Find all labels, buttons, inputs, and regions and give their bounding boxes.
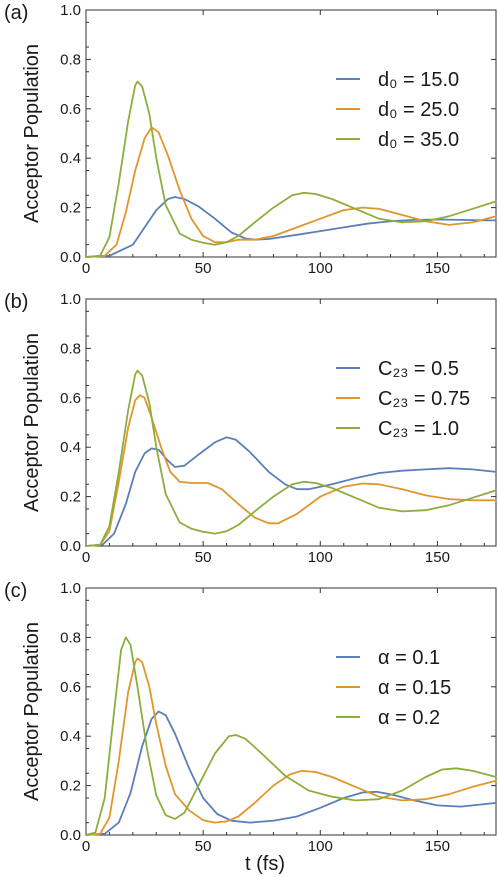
x-tick-label: 100 [308,549,333,566]
y-axis-title: Acceptor Population [21,44,43,223]
legend-label-3: α = 0.2 [378,707,440,729]
x-tick-label: 150 [425,838,450,855]
y-tick-label: 1.0 [60,2,81,19]
y-tick-label: 0.8 [60,629,81,646]
x-tick-label: 50 [195,260,212,277]
y-tick-label: 0.2 [60,200,81,217]
plot-frame [85,298,497,547]
panel-b: 0.0 0.2 0.4 0.6 0.8 1.0 0 50 100 150 C₂₃ = 0.5 C₂₃ … [4,291,497,566]
y-tick-label: 1.0 [60,580,81,597]
y-tick-label: 0.0 [60,538,81,555]
plot-frame [85,9,497,258]
y-tick-label: 0.0 [60,249,81,266]
series-line-3 [85,80,497,258]
legend-label-1: C₂₃ = 0.5 [378,358,459,380]
y-tick-label: 0.0 [60,827,81,844]
legend-label-3: d₀ = 35.0 [378,129,459,151]
legend-label-2: C₂₃ = 0.75 [378,388,470,410]
x-tick-label: 150 [425,549,450,566]
panel-c: 0.0 0.2 0.4 0.6 0.8 1.0 0 50 100 150 α = 0.1 α = 0.… [4,580,497,875]
plot-frame [85,587,497,836]
y-tick-label: 0.2 [60,489,81,506]
panel-label: (c) [4,580,27,602]
y-tick-label: 1.0 [60,291,81,308]
x-tick-label: 50 [195,838,212,855]
x-tick-label: 150 [425,260,450,277]
legend-label-1: d₀ = 15.0 [378,69,459,91]
x-tick-label: 0 [82,260,90,277]
y-tick-label: 0.6 [60,679,81,696]
x-tick-label: 100 [308,838,333,855]
y-axis-title: Acceptor Population [21,622,43,801]
legend-label-3: C₂₃ = 1.0 [378,418,459,440]
x-tick-label: 100 [308,260,333,277]
series-line-2 [85,394,497,547]
legend-label-2: d₀ = 25.0 [378,99,459,121]
y-axis-title: Acceptor Population [21,333,43,512]
y-tick-label: 0.8 [60,51,81,68]
y-tick-label: 0.4 [60,150,81,167]
series-line-3 [85,369,497,547]
x-tick-label: 50 [195,549,212,566]
y-tick-label: 0.4 [60,728,81,745]
y-tick-label: 0.4 [60,439,81,456]
legend-label-1: α = 0.1 [378,647,440,669]
series-line-1 [85,196,497,258]
x-tick-label: 0 [82,838,90,855]
panel-a: 0.0 0.2 0.4 0.6 0.8 1.0 0 50 100 150 d₀ = 15.0 d₀ =… [4,2,497,277]
series-line-3 [85,636,497,836]
y-tick-label: 0.2 [60,778,81,795]
panel-label: (a) [4,2,28,24]
y-tick-label: 0.6 [60,390,81,407]
series-line-1 [85,436,497,547]
y-tick-label: 0.8 [60,340,81,357]
panel-label: (b) [4,291,28,313]
x-axis-title: t (fs) [245,853,285,875]
legend-label-2: α = 0.15 [378,677,451,699]
y-tick-label: 0.6 [60,101,81,118]
x-tick-label: 0 [82,549,90,566]
